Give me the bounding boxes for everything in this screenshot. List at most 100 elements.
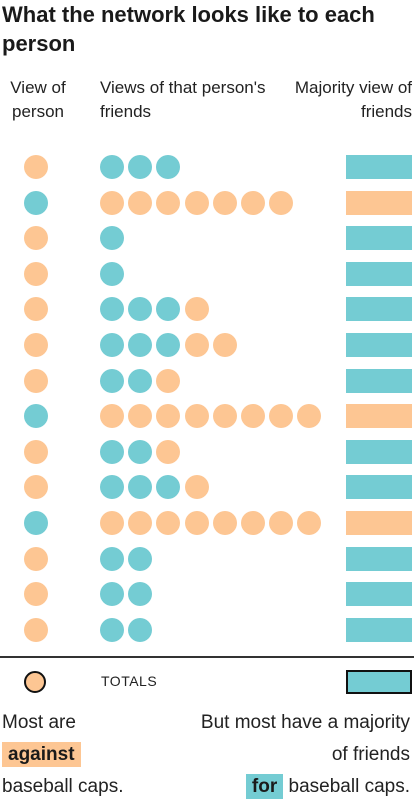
person-view-circle-against: [24, 261, 48, 286]
friend-view-circle-against: [156, 439, 181, 464]
friend-view-circle-against: [184, 297, 209, 322]
highlight-against: against: [2, 742, 81, 767]
majority-view-bar-against: [346, 190, 412, 215]
person-view-circle-against: [24, 546, 48, 571]
friend-view-circle-against: [156, 404, 181, 429]
friend-view-circle-against: [128, 510, 153, 535]
friend-view-circle-for: [156, 297, 181, 322]
note-right: But most have a majority of friends for …: [180, 707, 410, 803]
friend-view-circle-against: [212, 510, 237, 535]
network-row: [0, 577, 414, 613]
header-friends-views: Views of that person's friends: [100, 78, 266, 121]
person-view-circle-for: [24, 190, 48, 215]
header-majority-view: Majority view of friends: [294, 78, 412, 121]
friend-view-circle-against: [156, 368, 181, 393]
majority-view-bar-against: [346, 404, 412, 429]
friend-view-circle-for: [128, 155, 153, 179]
person-view-circle-against: [24, 297, 48, 322]
majority-view-bar-for: [346, 439, 412, 464]
network-row: [0, 435, 414, 471]
majority-view-bar-for: [346, 332, 412, 357]
person-view-circle-against: [24, 368, 48, 393]
friend-view-circle-for: [100, 582, 124, 607]
friend-view-circle-for: [100, 475, 124, 500]
friend-view-circle-for: [100, 368, 124, 393]
person-view-circle-against: [24, 439, 48, 464]
person-view-circle-against: [24, 226, 48, 251]
page-title: What the network looks like to each pers…: [2, 2, 375, 56]
friend-view-circle-against: [241, 190, 265, 215]
network-row: [0, 257, 414, 293]
friend-view-circle-for: [100, 297, 124, 322]
friend-view-circle-for: [156, 475, 181, 500]
friend-view-circle-against: [269, 190, 294, 215]
friend-view-circle-against: [128, 404, 153, 429]
friend-view-circle-for: [128, 582, 153, 607]
friend-view-circle-against: [212, 404, 237, 429]
note-right-post: baseball caps.: [288, 776, 410, 797]
friend-view-circle-for: [100, 546, 124, 571]
friend-view-circle-for: [100, 439, 124, 464]
friend-view-circle-for: [100, 617, 124, 642]
majority-view-bar-for: [346, 475, 412, 500]
friend-view-circle-against: [184, 510, 209, 535]
friend-view-circle-for: [100, 261, 124, 286]
friend-view-circle-against: [128, 190, 153, 215]
network-row: [0, 399, 414, 435]
friend-view-circle-against: [269, 404, 294, 429]
majority-view-bar-against: [346, 510, 412, 535]
friend-view-circle-against: [297, 510, 322, 535]
friend-view-circle-against: [184, 332, 209, 357]
note-left-pre: Most are: [2, 712, 76, 733]
network-row: [0, 364, 414, 400]
friend-view-circle-against: [156, 190, 181, 215]
network-row: [0, 470, 414, 506]
majority-view-bar-for: [346, 617, 412, 642]
network-rows: [0, 150, 414, 648]
friend-view-circle-for: [128, 332, 153, 357]
friend-view-circle-for: [128, 475, 153, 500]
friend-view-circle-against: [184, 404, 209, 429]
network-row: [0, 150, 414, 186]
friend-view-circle-for: [128, 546, 153, 571]
friend-view-circle-against: [100, 190, 124, 215]
totals-majority-bar: [346, 670, 412, 694]
friend-view-circle-against: [184, 475, 209, 500]
header-person-view: View of person: [10, 78, 66, 121]
friend-view-circle-for: [128, 439, 153, 464]
totals-label: TOTALS: [101, 673, 158, 689]
note-left: Most are against baseball caps.: [2, 707, 182, 803]
friend-view-circle-for: [128, 617, 153, 642]
person-view-circle-against: [24, 617, 48, 642]
totals-person-circle: [24, 671, 46, 693]
friend-view-circle-against: [184, 190, 209, 215]
highlight-for: for: [245, 774, 284, 799]
note-left-post: baseball caps.: [2, 776, 124, 797]
friend-view-circle-against: [241, 510, 265, 535]
person-view-circle-for: [24, 404, 48, 429]
friend-view-circle-against: [156, 510, 181, 535]
network-row: [0, 613, 414, 649]
majority-view-bar-for: [346, 582, 412, 607]
friend-view-circle-against: [297, 404, 322, 429]
friend-view-circle-for: [100, 226, 124, 251]
majority-view-bar-for: [346, 155, 412, 179]
friend-view-circle-against: [212, 332, 237, 357]
friend-view-circle-against: [212, 190, 237, 215]
friend-view-circle-against: [269, 510, 294, 535]
majority-view-bar-for: [346, 261, 412, 286]
totals-divider: [0, 656, 414, 658]
friend-view-circle-against: [241, 404, 265, 429]
majority-view-bar-for: [346, 546, 412, 571]
friend-view-circle-for: [100, 155, 124, 179]
majority-view-bar-for: [346, 368, 412, 393]
network-row: [0, 506, 414, 542]
note-right-pre: But most have a majority of friends: [200, 712, 410, 765]
friend-view-circle-for: [156, 332, 181, 357]
majority-view-bar-for: [346, 226, 412, 251]
network-row: [0, 292, 414, 328]
network-row: [0, 542, 414, 578]
person-view-circle-against: [24, 475, 48, 500]
network-row: [0, 328, 414, 364]
majority-view-bar-for: [346, 297, 412, 322]
